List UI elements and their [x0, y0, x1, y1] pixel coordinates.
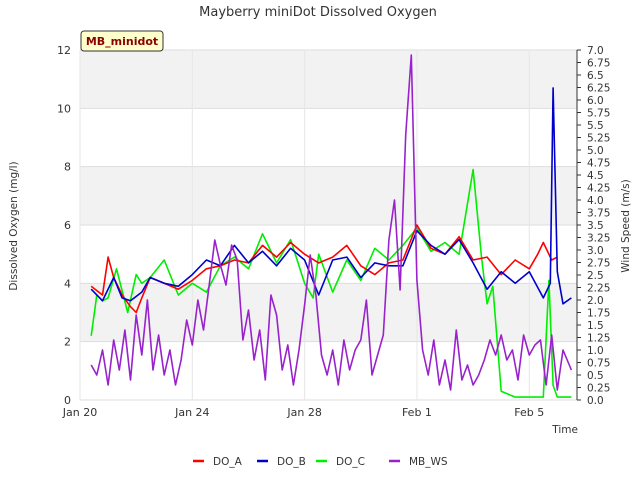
- y2-tick-label: 1.5: [587, 320, 604, 332]
- series-line-mb-ws: [90, 54, 573, 391]
- y2-tick-label: 3.75: [587, 208, 610, 220]
- badge-box: [80, 30, 164, 52]
- y-tick-label: 10: [57, 102, 71, 115]
- legend-label: DO_A: [213, 456, 243, 468]
- plot-band: [80, 166, 577, 225]
- y2-tick-label: 5.0: [587, 145, 604, 157]
- y2-tick-label: 3.5: [587, 220, 604, 232]
- x-tick-label: Jan 24: [174, 406, 209, 419]
- y2-tick-label: 1.25: [587, 333, 610, 345]
- legend-label: DO_B: [277, 456, 306, 468]
- y2-tick-label: 4.75: [587, 158, 610, 170]
- y2-tick-label: 5.25: [587, 133, 610, 145]
- left-axis: 0 2 4 6 8 10 12: [57, 44, 71, 407]
- y-tick-label: 12: [57, 44, 71, 57]
- legend-label: MB_WS: [409, 456, 448, 468]
- chart-title: Mayberry miniDot Dissolved Oxygen: [199, 5, 437, 20]
- plot-band: [80, 108, 577, 167]
- y2-tick-label: 2.25: [587, 283, 610, 295]
- y2-tick-label: 3.0: [587, 245, 604, 257]
- legend-item-do-c: DO_C: [316, 456, 365, 468]
- y2-tick-label: 0.75: [587, 358, 610, 370]
- y-tick-label: 2: [64, 336, 71, 349]
- y-tick-label: 8: [64, 161, 71, 174]
- y2-tick-label: 2.75: [587, 258, 610, 270]
- legend: DO_A DO_B DO_C MB_WS: [193, 456, 448, 468]
- x-tick-label: Jan 20: [62, 406, 97, 419]
- y2-tick-label: 4.5: [587, 170, 604, 182]
- station-badge: MB_minidot: [80, 30, 164, 52]
- y2-tick-label: 0.5: [587, 370, 604, 382]
- y2-tick-label: 1.0: [587, 345, 604, 357]
- y-tick-label: 4: [64, 277, 71, 290]
- y2-tick-label: 6.5: [587, 70, 604, 82]
- y2-tick-label: 6.75: [587, 58, 610, 70]
- plot-band: [80, 225, 577, 284]
- series-line-do-c: [90, 168, 572, 398]
- y2-tick-label: 0.25: [587, 383, 610, 395]
- series-lines: [90, 54, 573, 398]
- series-line-do-a: [90, 224, 558, 314]
- y2-tick-label: 4.25: [587, 183, 610, 195]
- y2-tick-label: 6.0: [587, 95, 604, 107]
- x-axis: Jan 20 Jan 24 Jan 28 Feb 1 Feb 5: [62, 406, 544, 419]
- x-axis-label: Time: [551, 424, 578, 436]
- y-tick-label: 0: [64, 394, 71, 407]
- plot-background-bands: [80, 50, 577, 400]
- y2-tick-label: 6.25: [587, 83, 610, 95]
- y-axis-label: Dissolved Oxygen (mg/l): [8, 161, 20, 290]
- badge-label: MB_minidot: [86, 35, 158, 48]
- legend-item-mb-ws: MB_WS: [389, 456, 448, 468]
- y2-tick-label: 4.0: [587, 195, 604, 207]
- plot-band: [80, 50, 577, 109]
- y-tick-label: 6: [64, 219, 71, 232]
- x-tick-label: Feb 5: [514, 406, 544, 419]
- y2-tick-label: 2.5: [587, 270, 604, 282]
- y2-tick-label: 3.25: [587, 233, 610, 245]
- legend-item-do-b: DO_B: [257, 456, 306, 468]
- y2-axis-label: Wind Speed (m/s): [620, 179, 632, 272]
- y2-tick-label: 5.5: [587, 120, 604, 132]
- legend-item-do-a: DO_A: [193, 456, 243, 468]
- right-axis: 0.00.250.50.751.01.251.51.752.02.252.52.…: [576, 45, 610, 407]
- y2-tick-label: 2.0: [587, 295, 604, 307]
- plot-band: [80, 283, 577, 342]
- y2-tick-label: 7.0: [587, 45, 604, 57]
- x-tick-label: Feb 1: [402, 406, 432, 419]
- series-line-do-b: [90, 87, 572, 305]
- y2-tick-label: 0.0: [587, 395, 604, 407]
- y2-tick-label: 1.75: [587, 308, 610, 320]
- legend-label: DO_C: [336, 456, 365, 468]
- x-tick-label: Jan 28: [286, 406, 321, 419]
- y2-tick-label: 5.75: [587, 108, 610, 120]
